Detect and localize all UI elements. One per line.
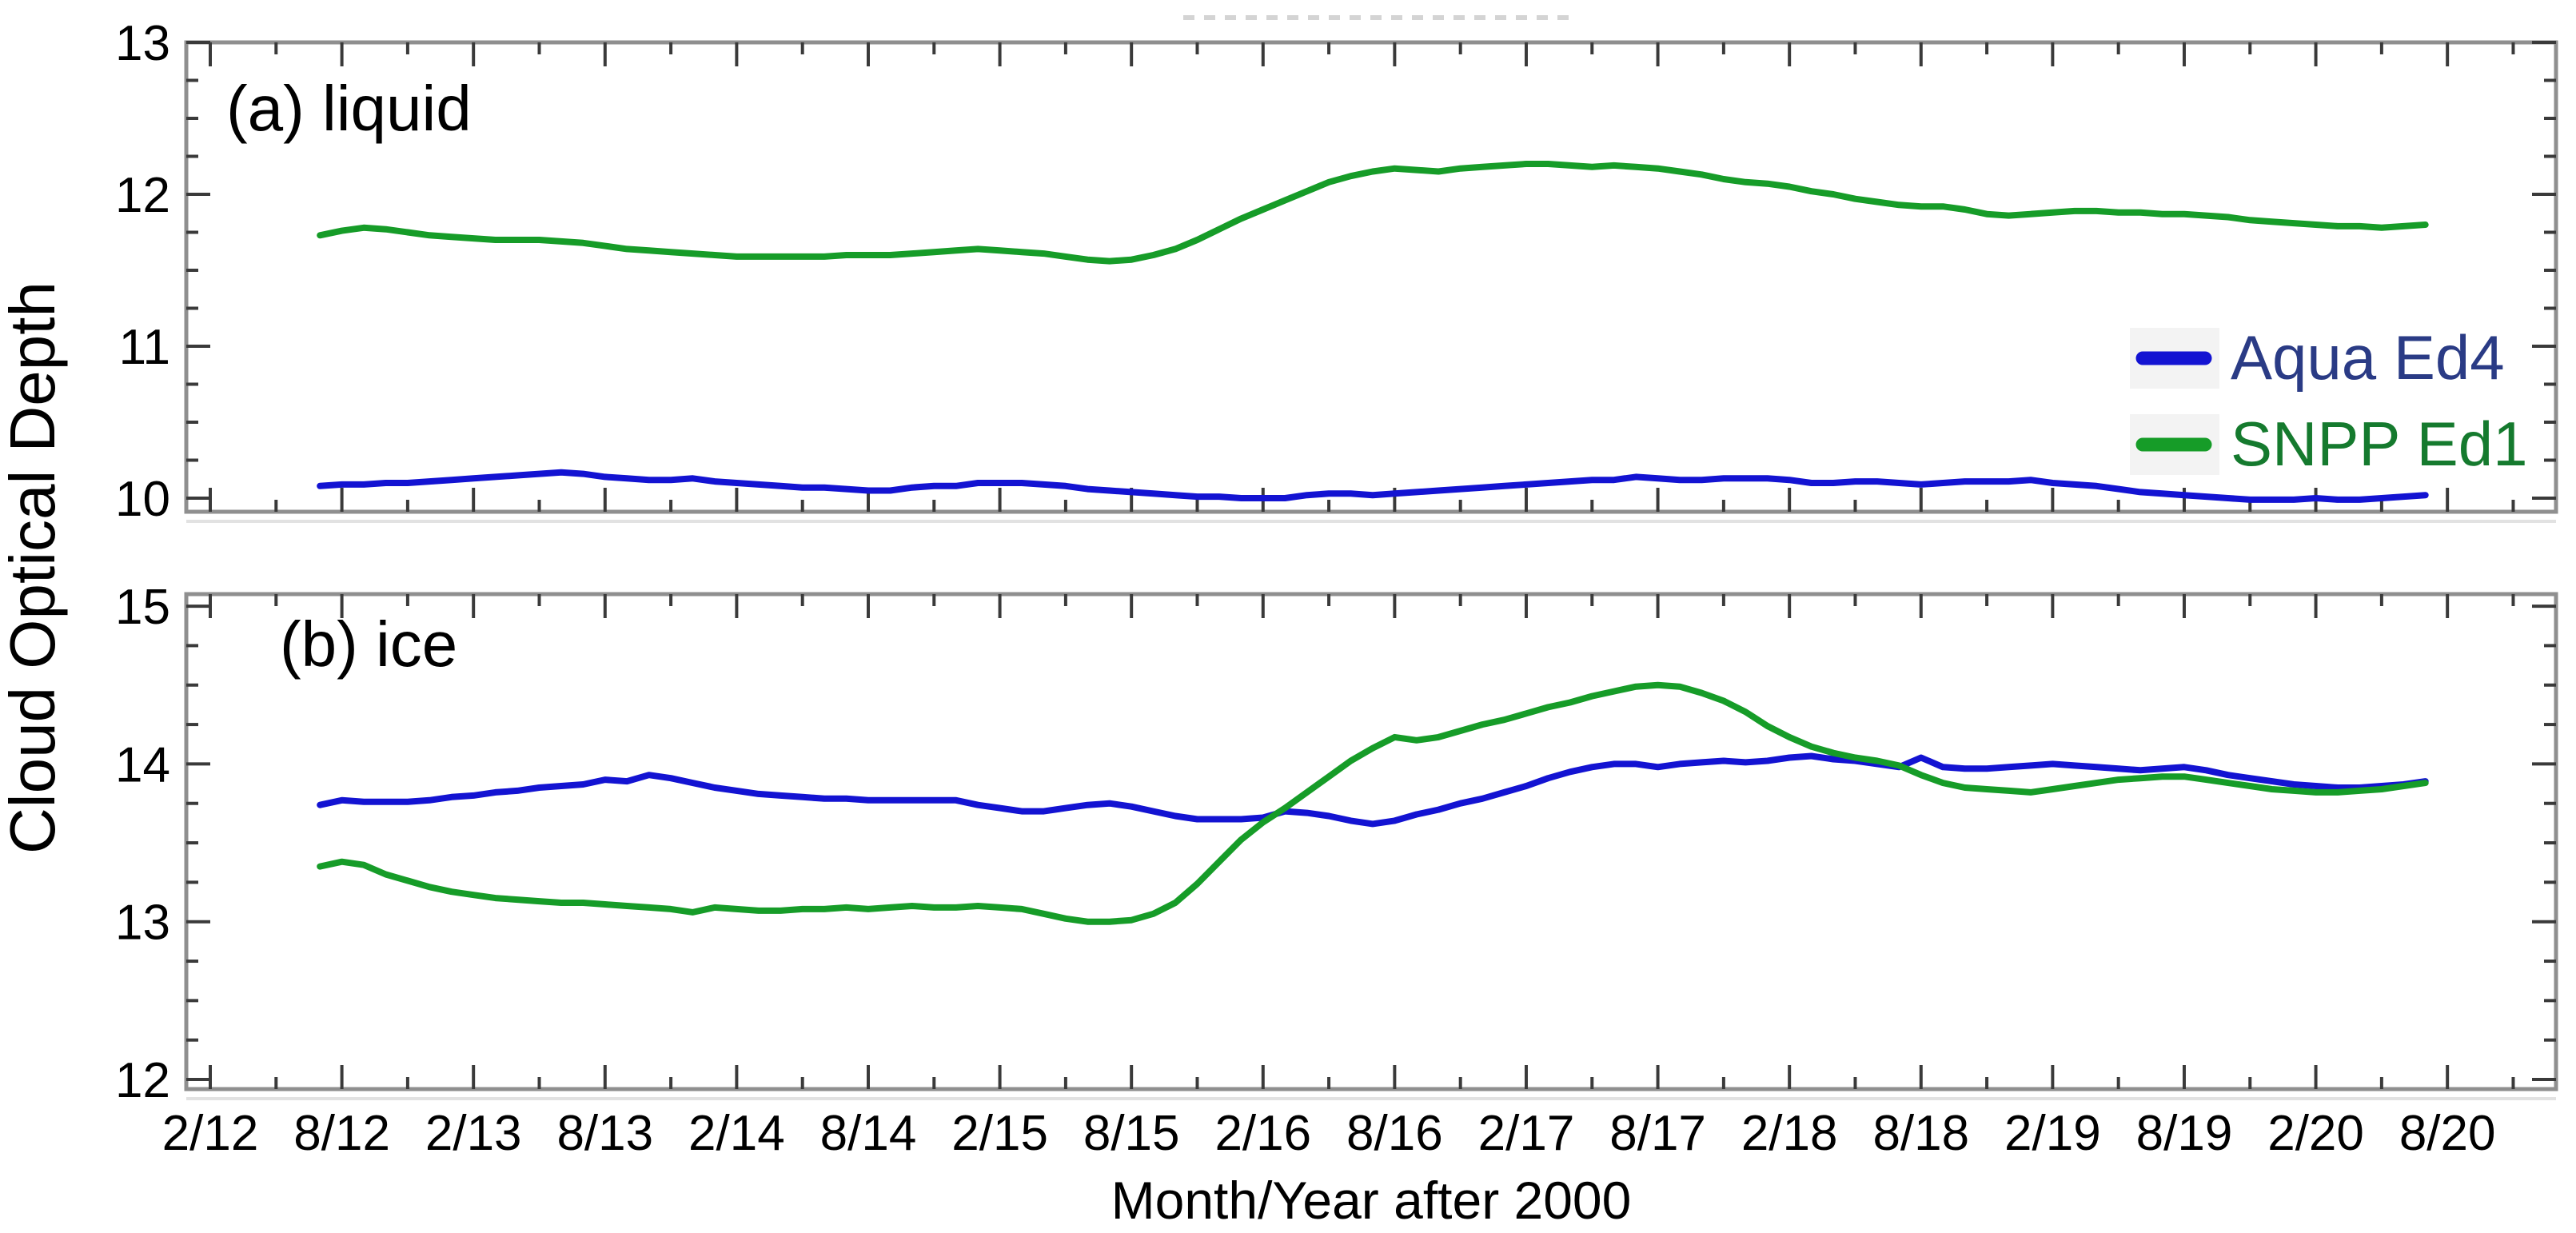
snpp-ed1-line-ice	[317, 681, 2429, 925]
x-tick-label: 8/13	[556, 1106, 653, 1161]
panel-label: (a) liquid	[226, 73, 472, 144]
x-tick-label: 2/16	[1214, 1106, 1311, 1161]
panel-label: (b) ice	[280, 609, 457, 680]
x-axis-labels: 2/12 8/12 2/13 8/13 2/14 8/14 2/15 8/15 2/16 8/16…	[162, 1106, 2496, 1161]
x-tick-label: 8/14	[820, 1106, 917, 1161]
plot-border	[184, 40, 2558, 514]
x-tick-label: 2/17	[1478, 1106, 1575, 1161]
x-tick-label: 2/19	[2004, 1106, 2101, 1161]
y-tick-label: 13	[115, 16, 170, 71]
snpp-ed1-line-liquid	[317, 161, 2429, 265]
tick-marks	[186, 41, 2556, 512]
legend-label: Aqua Ed4	[2231, 322, 2505, 393]
y-axis-title: Cloud Optical Depth	[0, 281, 68, 854]
x-tick-label: 8/19	[2136, 1106, 2233, 1161]
y-tick-label: 10	[115, 472, 170, 527]
x-tick-label: 8/17	[1609, 1106, 1706, 1161]
x-axis-title: Month/Year after 2000	[1111, 1171, 1632, 1230]
panel-b-ice: 12 13 14 15 (b) ice	[115, 580, 2558, 1108]
y-tick-label: 14	[115, 737, 170, 792]
plot-border	[184, 592, 2558, 1091]
aqua-ed4-line-ice	[317, 752, 2429, 828]
y-tick-label: 12	[115, 168, 170, 223]
x-tick-label: 8/16	[1346, 1106, 1443, 1161]
x-tick-label: 2/12	[162, 1106, 259, 1161]
legend: Aqua Ed4 SNPP Ed1	[2130, 322, 2527, 479]
x-tick-label: 2/15	[951, 1106, 1048, 1161]
legend-label: SNPP Ed1	[2231, 409, 2527, 479]
x-tick-label: 2/20	[2267, 1106, 2364, 1161]
x-tick-label: 2/14	[688, 1106, 785, 1161]
x-tick-label: 2/18	[1741, 1106, 1838, 1161]
x-tick-label: 8/20	[2399, 1106, 2496, 1161]
y-tick-label: 12	[115, 1053, 170, 1108]
x-tick-label: 2/13	[425, 1106, 522, 1161]
y-tick-label: 13	[115, 896, 170, 951]
legend-item-aqua-ed4: Aqua Ed4	[2130, 322, 2505, 393]
y-tick-label: 15	[115, 580, 170, 635]
tick-marks	[186, 594, 2556, 1089]
x-tick-label: 8/12	[293, 1106, 390, 1161]
x-tick-label: 8/18	[1872, 1106, 1969, 1161]
y-tick-label: 11	[119, 320, 170, 375]
aqua-ed4-line-liquid	[317, 469, 2429, 503]
panel-a-liquid: 10 11 12 13 (a) liquid	[115, 16, 2558, 527]
x-tick-label: 8/15	[1083, 1106, 1180, 1161]
legend-item-snpp-ed1: SNPP Ed1	[2130, 409, 2527, 479]
